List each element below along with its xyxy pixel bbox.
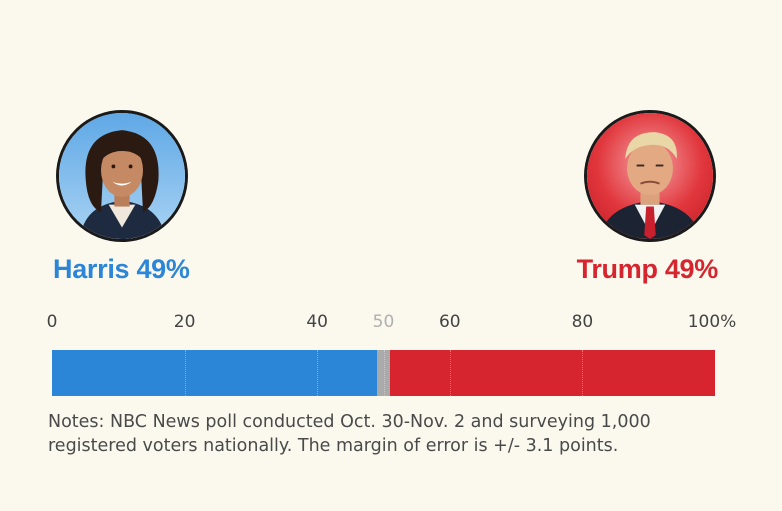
bar-segment-trump [390, 350, 715, 396]
notes-text: Notes: NBC News poll conducted Oct. 30-N… [48, 412, 651, 456]
tick-label-100: 100% [687, 312, 737, 332]
harris-avatar [56, 110, 188, 242]
tick-label-80: 80 [571, 312, 594, 332]
bar-segment-harris [52, 350, 377, 396]
harris-portrait-icon [59, 113, 185, 239]
gridline-60 [449, 350, 451, 396]
tick-label-20: 20 [173, 312, 196, 332]
trump-portrait-icon [587, 113, 713, 239]
gridline-50 [383, 350, 385, 396]
tick-label-50: 50 [372, 312, 395, 332]
gridline-20 [184, 350, 186, 396]
harris-label: Harris 49% [53, 254, 190, 284]
gridline-80 [582, 350, 584, 396]
tick-label-60: 60 [438, 312, 461, 332]
tick-label-0: 0 [46, 312, 58, 332]
bar-segment-undecided [376, 350, 391, 396]
trump-avatar [584, 110, 716, 242]
trump-label: Trump 49% [576, 254, 719, 284]
axis-tick-labels: 0 20 40 50 60 80 100% [0, 312, 782, 342]
poll-bar [52, 350, 715, 396]
tick-label-40: 40 [306, 312, 329, 332]
gridline-40 [317, 350, 319, 396]
